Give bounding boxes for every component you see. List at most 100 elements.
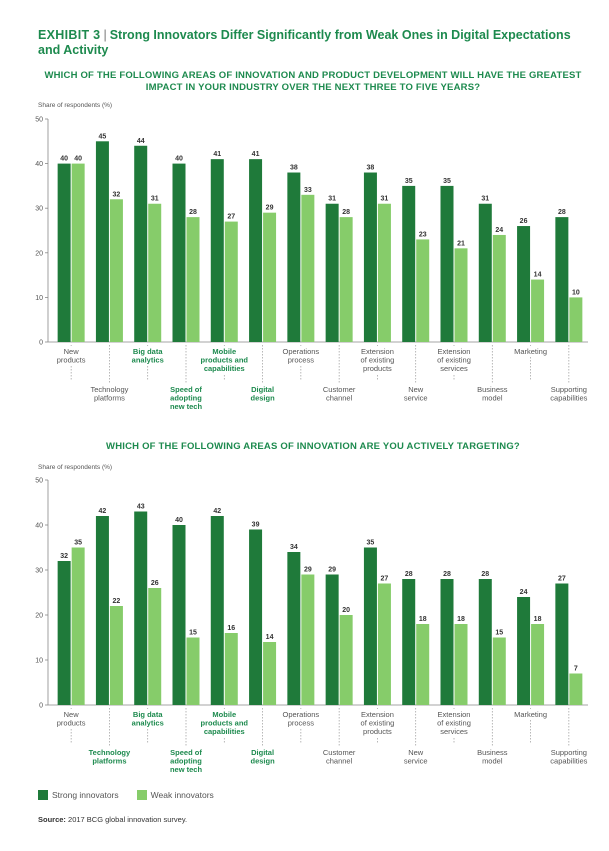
bar-weak [71,547,85,705]
bar-weak [301,194,315,342]
chart2-title: WHICH OF THE FOLLOWING AREAS OF INNOVATI… [106,441,520,452]
data-label-strong: 38 [290,165,298,172]
category-label-bg [504,709,557,720]
bar-weak [109,606,123,705]
data-label-strong: 29 [328,567,336,574]
category-label-bg [351,346,404,374]
category-label: Speed of adopting new tech [170,385,203,411]
data-label-strong: 44 [137,138,145,145]
chart2-y-axis-title: Share of respondents (%) [38,464,113,471]
category-label-bg [160,747,212,775]
source-note: Source: 2017 BCG global innovation surve… [38,815,187,824]
data-label-strong: 45 [99,133,107,140]
chart1-title: WHICH OF THE FOLLOWING AREAS OF INNOVATI… [44,70,582,93]
bar-strong [210,159,224,342]
y-tick-label: 20 [35,250,43,257]
data-label-strong: 27 [558,576,566,583]
bar-weak [569,297,583,342]
data-label-weak: 26 [151,580,159,587]
bar-weak [416,239,430,342]
exhibit-label: EXHIBIT 3 [38,28,101,42]
data-label-weak: 35 [74,540,82,547]
bar-strong [57,163,71,342]
bar-strong [95,516,109,705]
category-label-bg [274,346,327,365]
data-label-strong: 28 [558,209,566,216]
category-label: Digital design [250,385,275,403]
category-label: Business model [477,385,508,403]
data-label-strong: 26 [520,218,528,225]
chart1-y-axis-title: Share of respondents (%) [38,102,113,109]
y-tick-label: 10 [35,658,43,665]
bar-strong [134,511,148,705]
chart2-bar-chart: 0 10 20 30 40 50 32 35 New products 42 22 Technology… [35,478,595,775]
exhibit-title: EXHIBIT 3 | Strong Innovators Differ Signi… [38,28,588,58]
data-label-weak: 33 [304,187,312,194]
data-label-weak: 15 [189,630,197,637]
data-label-weak: 29 [266,205,274,212]
data-label-weak: 27 [381,576,389,583]
category-label-bg [198,709,251,737]
bar-strong [440,185,454,342]
data-label-strong: 38 [367,165,375,172]
category-label: New service [404,385,428,403]
data-label-weak: 16 [227,625,235,632]
bar-strong [363,172,377,342]
bar-weak [492,234,506,342]
category-label: New products [57,710,86,728]
data-label-weak: 23 [419,231,427,238]
category-label-bg [83,384,136,403]
category-label: New products [57,347,86,365]
bar-strong [325,203,339,342]
data-label-weak: 40 [74,156,82,163]
legend-swatch-weak [136,790,147,800]
data-label-weak: 18 [419,616,427,623]
bar-strong [287,172,301,342]
category-label: Mobile products and capabilities [201,347,249,373]
category-label-bg [351,709,404,737]
category-label: Extension of existing services [437,347,471,373]
data-label-strong: 28 [443,571,451,578]
data-label-weak: 7 [574,666,578,673]
category-label: Mobile products and capabilities [201,710,249,736]
data-label-strong: 28 [481,571,489,578]
category-label-bg [313,747,366,766]
bar-strong [478,203,492,342]
exhibit-heading: Strong Innovators Differ Significantly f… [38,28,571,57]
bar-weak [454,248,468,342]
category-label: Extension of existing products [361,347,395,373]
category-label-bg [542,384,595,403]
legend-item-weak: Weak innovators [136,790,214,800]
category-label: Operations process [283,347,320,365]
bar-weak [531,624,545,705]
bar-strong [325,574,339,705]
bar-strong [249,159,263,342]
category-label: Speed of adopting new tech [170,748,203,774]
category-label-bg [45,346,98,365]
chart1-bar-chart: 0 10 20 30 40 50 40 40 New products 45 32 Technology… [35,117,595,412]
source-text: 2017 BCG global innovation survey. [68,815,188,824]
data-label-strong: 41 [213,151,221,158]
data-label-strong: 28 [405,571,413,578]
legend-item-strong: Strong innovators [38,790,119,800]
bar-weak [186,637,200,705]
bar-weak [263,212,277,342]
category-label: Big data analytics [132,347,164,365]
y-tick-label: 0 [39,703,43,710]
category-label-bg [428,346,480,374]
bar-weak [454,624,468,705]
data-label-weak: 28 [189,209,197,216]
bar-strong [555,583,569,705]
category-label-bg [45,709,98,728]
bar-strong [57,561,71,705]
bar-weak [71,163,85,342]
category-label-bg [466,384,519,403]
data-label-weak: 31 [381,196,389,203]
bar-weak [109,199,123,342]
bar-weak [148,588,162,705]
bar-strong [95,141,109,342]
category-label: Marketing [514,347,547,356]
category-label: Technology platforms [89,748,131,766]
bar-strong [172,163,186,342]
data-label-weak: 20 [342,607,350,614]
